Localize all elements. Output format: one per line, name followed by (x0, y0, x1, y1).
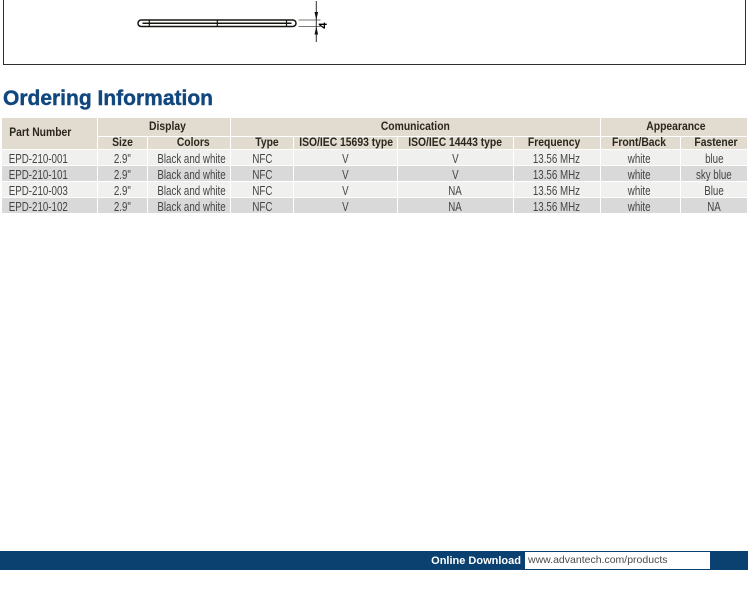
svg-text:4: 4 (318, 22, 330, 28)
